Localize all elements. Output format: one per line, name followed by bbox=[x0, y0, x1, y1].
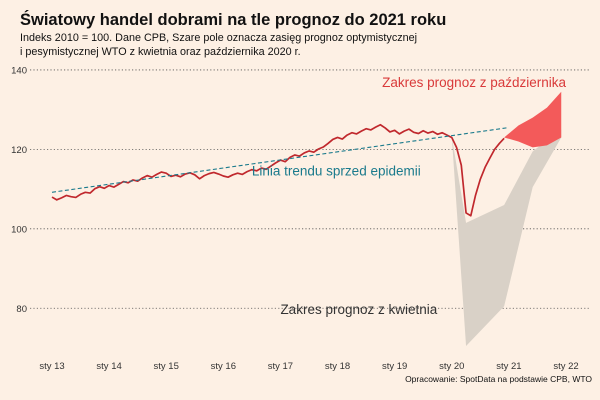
y-tick-label: 80 bbox=[16, 304, 27, 315]
forecast-bands bbox=[451, 91, 562, 347]
x-tick-label: sty 21 bbox=[496, 361, 521, 372]
axis-labels: 80 100 120 140 sty 13 sty 14 sty 15 sty 16 sty 1… bbox=[11, 65, 579, 372]
series-lines bbox=[51, 123, 509, 217]
pre-pandemic-trend-line bbox=[51, 126, 509, 193]
trend-line-label: Linia trendu sprzed epidemii bbox=[252, 164, 421, 179]
april-forecast-band bbox=[451, 129, 562, 347]
april-forecast-label: Zakres prognoz z kwietnia bbox=[280, 302, 437, 317]
x-tick-label: sty 19 bbox=[382, 361, 407, 372]
x-tick-label: sty 14 bbox=[96, 361, 121, 372]
x-tick-label: sty 16 bbox=[211, 361, 236, 372]
october-forecast-band bbox=[504, 91, 562, 148]
trade-index-line bbox=[51, 123, 505, 217]
x-tick-label: sty 22 bbox=[553, 361, 578, 372]
annotations: Zakres prognoz z października Linia trend… bbox=[252, 75, 567, 317]
chart-subtitle: Indeks 2010 = 100. Dane CPB, Szare pole … bbox=[20, 32, 418, 58]
y-tick-label: 140 bbox=[11, 65, 27, 76]
x-tick-label: sty 18 bbox=[325, 361, 350, 372]
x-tick-label: sty 15 bbox=[154, 361, 179, 372]
x-tick-label: sty 17 bbox=[268, 361, 293, 372]
x-tick-label: sty 13 bbox=[39, 361, 64, 372]
chart-title: Światowy handel dobrami na tle prognoz d… bbox=[20, 11, 447, 29]
y-tick-label: 100 bbox=[11, 224, 27, 235]
x-tick-label: sty 20 bbox=[439, 361, 464, 372]
october-forecast-label: Zakres prognoz z października bbox=[382, 75, 566, 90]
chart-caption: Opracowanie: SpotData na podstawie CPB, … bbox=[405, 374, 592, 384]
y-tick-label: 120 bbox=[11, 145, 27, 156]
